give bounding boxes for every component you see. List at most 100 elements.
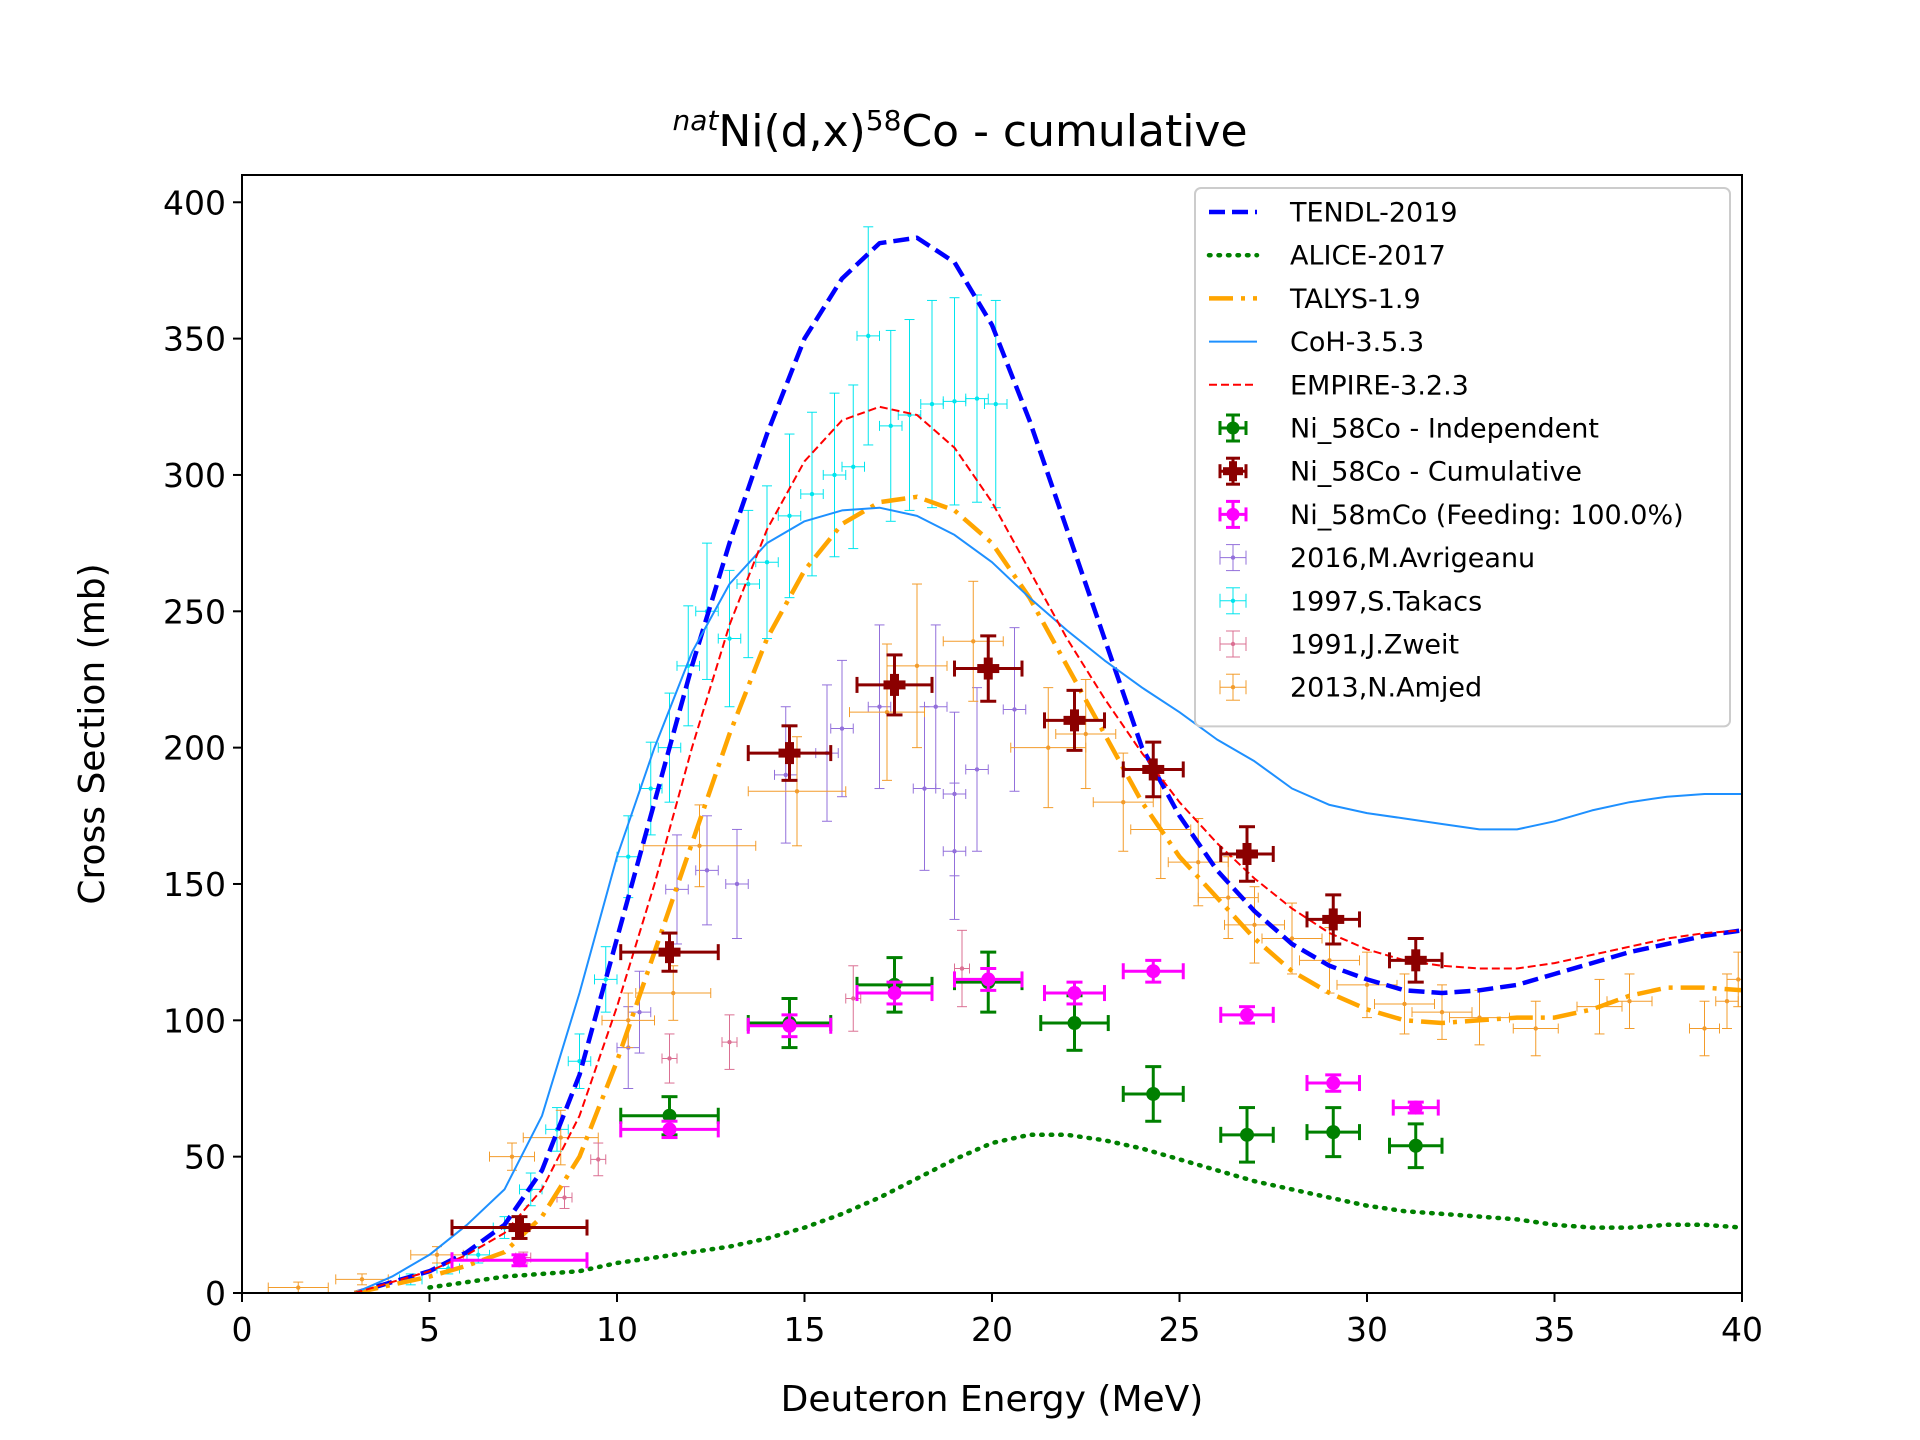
dot-marker	[933, 704, 938, 709]
dot-marker	[603, 977, 608, 982]
data-point-1991-j-zweit	[590, 1142, 607, 1177]
legend-label: ALICE-2017	[1290, 241, 1446, 272]
data-point-ni-58mco-feeding-100-0	[1305, 1073, 1361, 1093]
circle-marker	[1146, 1086, 1161, 1101]
circle-marker	[887, 986, 902, 1001]
data-point-1997-s-takacs	[755, 485, 779, 640]
data-point-2013-n-amjed	[886, 583, 948, 749]
dot-marker	[959, 966, 965, 971]
data-point-2013-n-amjed	[942, 580, 1004, 702]
legend-item-empire-3-2-3: EMPIRE-3.2.3	[1209, 370, 1469, 401]
dot-marker	[922, 786, 927, 791]
y-axis-label: Cross Section (mb)	[72, 563, 113, 904]
title-part-product: Co - cumulative	[901, 106, 1247, 157]
circle-marker	[1326, 1076, 1341, 1091]
series-ni-58mco-feeding-100-0	[450, 958, 1440, 1269]
data-point-1991-j-zweit	[954, 929, 970, 1008]
dot-marker	[993, 401, 998, 407]
curve-coh-3-5-3	[354, 506, 1742, 1293]
data-point-2013-n-amjed	[1055, 678, 1117, 790]
data-point-2013-n-amjed	[267, 1281, 329, 1293]
series-coh-3-5-3	[354, 506, 1742, 1293]
x-tick-label: 15	[784, 1310, 826, 1349]
dot-marker	[558, 1135, 563, 1140]
dot-marker	[562, 1195, 567, 1200]
series-tendl-2019	[353, 235, 1742, 1293]
legend-label: Ni_58Co - Cumulative	[1290, 457, 1582, 488]
circle-marker	[1146, 964, 1161, 979]
dot-marker	[637, 1009, 642, 1015]
chart-title: natNi(d,x)58Co - cumulative	[672, 104, 1247, 157]
legend-label: 1991,J.Zweit	[1290, 630, 1459, 661]
dot-marker	[974, 396, 980, 401]
data-point-ni-58co-independent	[1388, 1122, 1444, 1170]
x-tick-label: 5	[419, 1310, 440, 1349]
data-point-2016-m-avrigeanu	[830, 659, 854, 798]
plus-marker	[1411, 949, 1421, 972]
dot-marker	[952, 849, 957, 854]
dot-marker	[626, 1018, 631, 1023]
dot-marker	[783, 772, 788, 778]
dot-marker	[877, 704, 882, 709]
dot-marker	[1012, 707, 1017, 712]
series-1991-j-zweit	[515, 929, 970, 1264]
legend-item-2013-n-amjed: 2013,N.Amjed	[1219, 673, 1482, 704]
data-point-ni-58co-cumulative	[619, 931, 720, 973]
legend-label: CoH-3.5.3	[1290, 327, 1424, 358]
data-point-ni-58co-independent	[619, 1095, 720, 1137]
plus-marker	[983, 657, 993, 680]
data-point-1997-s-takacs	[965, 294, 989, 503]
plus-marker	[890, 673, 899, 696]
circle-marker	[1067, 986, 1082, 1001]
plus-marker	[1328, 908, 1338, 931]
legend-item-ni-58mco-feeding-100-0: Ni_58mCo (Feeding: 100.0%)	[1218, 499, 1684, 531]
data-point-ni-58mco-feeding-100-0	[855, 980, 934, 1006]
y-tick-label: 200	[163, 729, 226, 768]
data-point-ni-58co-cumulative	[1219, 825, 1275, 883]
y-tick-label: 100	[163, 1001, 226, 1040]
data-point-ni-58co-cumulative	[746, 724, 833, 782]
dot-marker	[596, 1157, 601, 1162]
circle-marker	[662, 1122, 677, 1137]
legend-marker	[1226, 507, 1240, 521]
legend-item-1991-j-zweit: 1991,J.Zweit	[1219, 630, 1459, 661]
data-point-2013-n-amjed	[601, 992, 655, 1049]
data-point-2013-n-amjed	[635, 965, 712, 1021]
title-part-element: Ni(d,x)	[718, 106, 865, 157]
dot-marker	[1724, 999, 1730, 1004]
dot-marker	[1289, 936, 1295, 941]
data-point-2013-n-amjed	[1261, 902, 1323, 975]
dot-marker	[1046, 745, 1051, 750]
legend-marker	[1230, 641, 1236, 647]
dot-marker	[952, 399, 957, 404]
dot-marker	[914, 663, 920, 669]
dot-marker	[1252, 922, 1257, 928]
data-point-ni-58mco-feeding-100-0	[1043, 980, 1106, 1006]
y-tick-label: 350	[163, 320, 226, 359]
data-point-2016-m-avrigeanu	[1002, 627, 1027, 792]
title-superscript-mass: 58	[866, 104, 902, 137]
data-point-1997-s-takacs	[879, 329, 903, 522]
legend-marker	[1226, 421, 1240, 435]
legend-item-ni-58co-cumulative: Ni_58Co - Cumulative	[1218, 456, 1582, 488]
dot-marker	[1327, 958, 1332, 963]
curve-tendl-2019	[353, 235, 1742, 1293]
plus-marker	[665, 941, 674, 964]
title-superscript-nat: nat	[672, 104, 719, 137]
plus-marker	[1070, 709, 1079, 732]
data-point-2013-n-amjed	[1374, 973, 1435, 1035]
data-point-ni-58co-cumulative	[953, 634, 1024, 703]
legend-item-1997-s-takacs: 1997,S.Takacs	[1219, 586, 1482, 617]
dot-marker	[1196, 859, 1201, 865]
legend-box	[1194, 187, 1731, 728]
y-tick-label: 50	[184, 1138, 226, 1177]
x-tick-label: 30	[1346, 1310, 1388, 1349]
legend-label: TENDL-2019	[1289, 198, 1458, 229]
circle-marker	[1240, 1007, 1254, 1022]
legend-label: 2013,N.Amjed	[1290, 673, 1482, 704]
circle-marker	[512, 1253, 527, 1268]
x-axis-label: Deuteron Energy (MeV)	[781, 1379, 1204, 1420]
data-point-2013-n-amjed	[1224, 886, 1285, 964]
dot-marker	[851, 996, 856, 1001]
